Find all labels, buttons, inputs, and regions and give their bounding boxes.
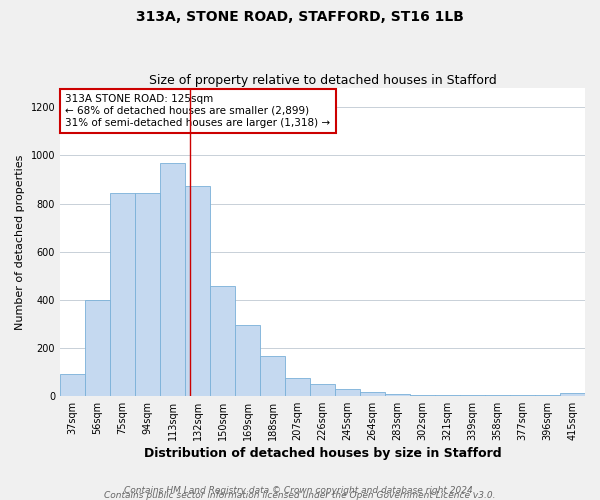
Bar bbox=[85, 300, 110, 396]
Bar bbox=[110, 192, 135, 396]
Bar bbox=[285, 378, 310, 396]
Text: 313A, STONE ROAD, STAFFORD, ST16 1LB: 313A, STONE ROAD, STAFFORD, ST16 1LB bbox=[136, 10, 464, 24]
Bar bbox=[160, 162, 185, 396]
Bar bbox=[410, 395, 435, 396]
Text: Contains HM Land Registry data © Crown copyright and database right 2024.: Contains HM Land Registry data © Crown c… bbox=[124, 486, 476, 495]
Bar bbox=[310, 384, 335, 396]
Bar bbox=[535, 395, 560, 396]
Bar bbox=[60, 374, 85, 396]
Bar bbox=[335, 388, 360, 396]
Bar bbox=[385, 394, 410, 396]
Bar bbox=[460, 395, 485, 396]
Bar bbox=[185, 186, 210, 396]
Text: 313A STONE ROAD: 125sqm
← 68% of detached houses are smaller (2,899)
31% of semi: 313A STONE ROAD: 125sqm ← 68% of detache… bbox=[65, 94, 331, 128]
Bar bbox=[360, 392, 385, 396]
Title: Size of property relative to detached houses in Stafford: Size of property relative to detached ho… bbox=[149, 74, 496, 87]
Bar bbox=[260, 356, 285, 396]
Bar bbox=[560, 392, 585, 396]
Bar bbox=[435, 395, 460, 396]
X-axis label: Distribution of detached houses by size in Stafford: Distribution of detached houses by size … bbox=[144, 447, 502, 460]
Text: Contains public sector information licensed under the Open Government Licence v3: Contains public sector information licen… bbox=[104, 491, 496, 500]
Bar bbox=[485, 395, 510, 396]
Bar bbox=[135, 192, 160, 396]
Bar bbox=[210, 286, 235, 396]
Bar bbox=[235, 325, 260, 396]
Y-axis label: Number of detached properties: Number of detached properties bbox=[15, 154, 25, 330]
Bar bbox=[510, 395, 535, 396]
